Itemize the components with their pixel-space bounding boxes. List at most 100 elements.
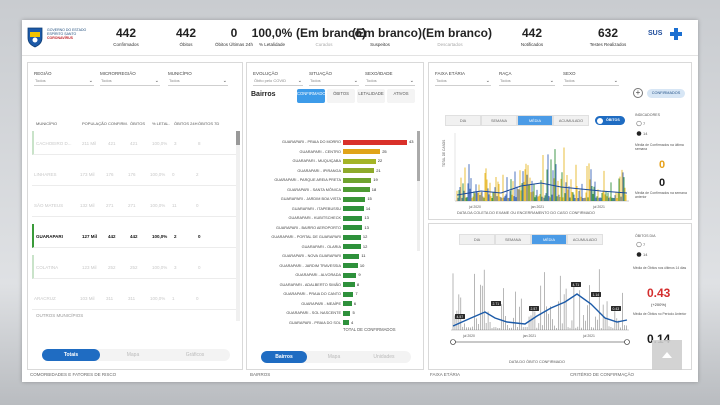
bairro-bar-row[interactable]: GUARAPARI - ADALBERTO SIMÃO 8 <box>251 282 419 288</box>
bairro-bar <box>343 187 370 192</box>
view-tab[interactable]: Totais <box>42 349 100 361</box>
table-row[interactable]: SÃO MATEUS 132 Mil 271 271 100,0% 11 0 <box>32 193 236 217</box>
column-header[interactable]: CONFIRM. <box>108 121 128 126</box>
metric-tab[interactable]: CONFIRMADOS <box>297 89 328 103</box>
bairro-bar <box>343 244 361 249</box>
rb-legend-title: ÓBITOS DIA <box>635 234 656 238</box>
period-tab[interactable]: MÉDIA <box>517 115 553 126</box>
rb-legend-radios[interactable] <box>636 241 642 259</box>
column-header[interactable]: ÓBITOS <box>130 121 146 126</box>
filter-dropdown[interactable]: SITUAÇÃO Todos ⌄ <box>309 71 359 86</box>
bairro-bar-row[interactable]: GUARAPARI - BAIRRO AEROPORTO 13 <box>251 225 419 231</box>
metric-tab[interactable]: ÓBITOS <box>327 89 355 103</box>
filter-label: REGIÃO <box>34 71 52 76</box>
column-header[interactable]: ÓBITOS 24H <box>174 121 198 126</box>
metric-tab[interactable]: ATIVOS <box>387 89 415 103</box>
bairro-bar-row[interactable]: GUARAPARI - JARDIM TRAVESSIA 10 <box>251 263 419 269</box>
bairro-bar-row[interactable]: GUARAPARI - PORTAL DE GUARAPARI 12 <box>251 234 419 240</box>
table-cell: 421 <box>108 141 116 146</box>
table-row[interactable]: LINHARES 173 Mil 176 176 100,0% 0 2 <box>32 162 236 186</box>
table-row[interactable]: CACHOEIRO D... 211 Mil 421 421 100,0% 3 8 <box>32 131 236 155</box>
confirmados-button[interactable]: CONFIRMADOS <box>647 89 685 98</box>
bairro-bar-row[interactable]: GUARAPARI - PARQUE AREIA PRETA 19 <box>251 177 419 183</box>
add-filter-button[interactable]: + <box>633 88 643 98</box>
period-tab[interactable]: ACUMULADO <box>567 234 603 245</box>
period-tab[interactable]: SEMANA <box>481 115 517 126</box>
filter-value[interactable]: Todos ⌄ <box>435 78 491 86</box>
footer-tab[interactable]: CRITÉRIO DE CONFIRMAÇÃO <box>570 372 635 377</box>
filter-dropdown[interactable]: SEXO/IDADE Todos ⌄ <box>365 71 415 86</box>
bairro-bar-row[interactable]: GUARAPARI - KUBITSCHECK 13 <box>251 215 419 221</box>
bairros-scroll-thumb[interactable] <box>417 131 420 181</box>
column-header[interactable]: ÓBITOS 7D <box>198 121 220 126</box>
period-tab[interactable]: DIA <box>445 115 481 126</box>
kpi-label: Notificados <box>520 42 544 47</box>
bairro-bar-row[interactable]: GUARAPARI - IPIRANGA 21 <box>251 168 419 174</box>
kpi-label: Suspeitos <box>370 42 390 47</box>
column-header[interactable]: MUNICÍPIO <box>36 121 58 126</box>
table-row[interactable]: GUARAPARI 127 Mil 442 442 100,0% 2 0 <box>32 224 236 248</box>
bairro-bar-row[interactable]: GUARAPARI - PRAIA DO MORRO 43 <box>251 139 419 145</box>
filter-value[interactable]: Todos ⌄ <box>100 78 160 86</box>
bairros-scrollbar[interactable] <box>417 131 420 251</box>
view-tab[interactable]: Unidades <box>373 354 395 360</box>
bairro-bar-row[interactable]: GUARAPARI - PRAIA DO CANTO 7 <box>251 291 419 297</box>
period-tab[interactable]: DIA <box>459 234 495 245</box>
filter-value[interactable]: Todos ⌄ <box>563 78 619 86</box>
filter-value[interactable]: Todos ⌄ <box>365 78 415 86</box>
bairro-bar <box>343 177 372 183</box>
bairro-bar-row[interactable]: GUARAPARI - PRAIA DO SOL 4 <box>251 320 419 326</box>
filter-dropdown[interactable]: REGIÃO Todos ⌄ <box>34 71 94 86</box>
scroll-thumb[interactable] <box>236 131 240 145</box>
bairro-bar-row[interactable]: GUARAPARI - CENTRO 25 <box>251 149 419 155</box>
table-cell: 11 <box>172 203 177 208</box>
filter-dropdown[interactable]: MUNICÍPIO Todos ⌄ <box>168 71 228 86</box>
bairro-bar-row[interactable]: GUARAPARI - ALVORADA 9 <box>251 272 419 278</box>
filter-value[interactable]: Óbito pelo COVID ⌄ <box>253 78 303 86</box>
period-tab[interactable]: SEMANA <box>495 234 531 245</box>
kpi-value: 100,0% <box>251 26 293 40</box>
period-tab[interactable]: MÉDIA <box>531 234 567 245</box>
bairro-bar-row[interactable]: GUARAPARI - JARDIM BOA VISTA 15 <box>251 196 419 202</box>
bairro-bar-row[interactable]: GUARAPARI - NOVA GUARAPARI 11 <box>251 253 419 259</box>
filter-dropdown[interactable]: RAÇA Todos ⌄ <box>499 71 555 86</box>
bairro-bar-row[interactable]: GUARAPARI - MEAÍPE 6 <box>251 301 419 307</box>
bairro-bar-row[interactable]: GUARAPARI - OLARIA 12 <box>251 244 419 250</box>
view-tab[interactable]: Gráficos <box>185 352 205 358</box>
filter-dropdown[interactable]: EVOLUÇÃO Óbito pelo COVID ⌄ <box>253 71 303 86</box>
bairro-bar-row[interactable]: GUARAPARI - SOL NASCENTE 5 <box>251 310 419 316</box>
view-tab[interactable]: Mapa <box>327 354 341 360</box>
table-row[interactable]: COLATINA 123 Mil 252 252 100,0% 3 0 <box>32 255 236 279</box>
bairro-bar-row[interactable]: GUARAPARI - SANTA MÔNICA 18 <box>251 187 419 193</box>
filter-value[interactable]: Todos ⌄ <box>309 78 359 86</box>
metric-tab[interactable]: LETALIDADE <box>357 89 385 103</box>
filter-value-text: Óbito pelo COVID <box>254 78 287 83</box>
chevron-down-icon: ⌄ <box>154 78 159 84</box>
scroll-to-top-button[interactable] <box>652 340 682 370</box>
view-tab[interactable]: Mapa <box>126 352 140 358</box>
view-tab[interactable]: Bairros <box>261 351 307 363</box>
bairro-bar <box>343 291 354 297</box>
column-header[interactable]: POPULAÇÃO <box>82 121 107 126</box>
filter-dropdown[interactable]: SEXO Todos ⌄ <box>563 71 619 86</box>
rt-legend-radios[interactable] <box>636 120 642 138</box>
table-cell: 252 <box>108 265 116 270</box>
filter-value[interactable]: Todos ⌄ <box>168 78 228 86</box>
bairro-bar-row[interactable]: GUARAPARI - MUQUIÇABA 22 <box>251 158 419 164</box>
table-cell: 0 <box>198 234 201 239</box>
bairro-bar-row[interactable]: GUARAPARI - ITAPEBUSSU 14 <box>251 206 419 212</box>
footer-tab[interactable]: BAIRROS <box>250 372 271 377</box>
filter-dropdown[interactable]: FAIXA ETÁRIA Todos ⌄ <box>435 71 491 86</box>
obitos-toggle[interactable]: ÓBITOS <box>595 116 625 125</box>
column-header[interactable]: % LETAL. <box>152 121 170 126</box>
period-tab[interactable]: ACUMULADO <box>553 115 589 126</box>
footer-tab[interactable]: COMORBIDADES E FATORES DE RISCO <box>30 372 117 377</box>
filter-dropdown[interactable]: MICRORREGIÃO Todos ⌄ <box>100 71 160 86</box>
table-scrollbar[interactable] <box>236 131 240 321</box>
bairro-bar <box>343 310 351 316</box>
footer-tab[interactable]: FAIXA ETÁRIA <box>430 372 461 377</box>
filter-value[interactable]: Todos ⌄ <box>34 78 94 86</box>
bairro-label: GUARAPARI - ALVORADA <box>295 273 341 277</box>
table-row[interactable]: ARACRUZ 103 Mil 311 311 100,0% 1 0 <box>32 286 236 310</box>
filter-value[interactable]: Todos ⌄ <box>499 78 555 86</box>
